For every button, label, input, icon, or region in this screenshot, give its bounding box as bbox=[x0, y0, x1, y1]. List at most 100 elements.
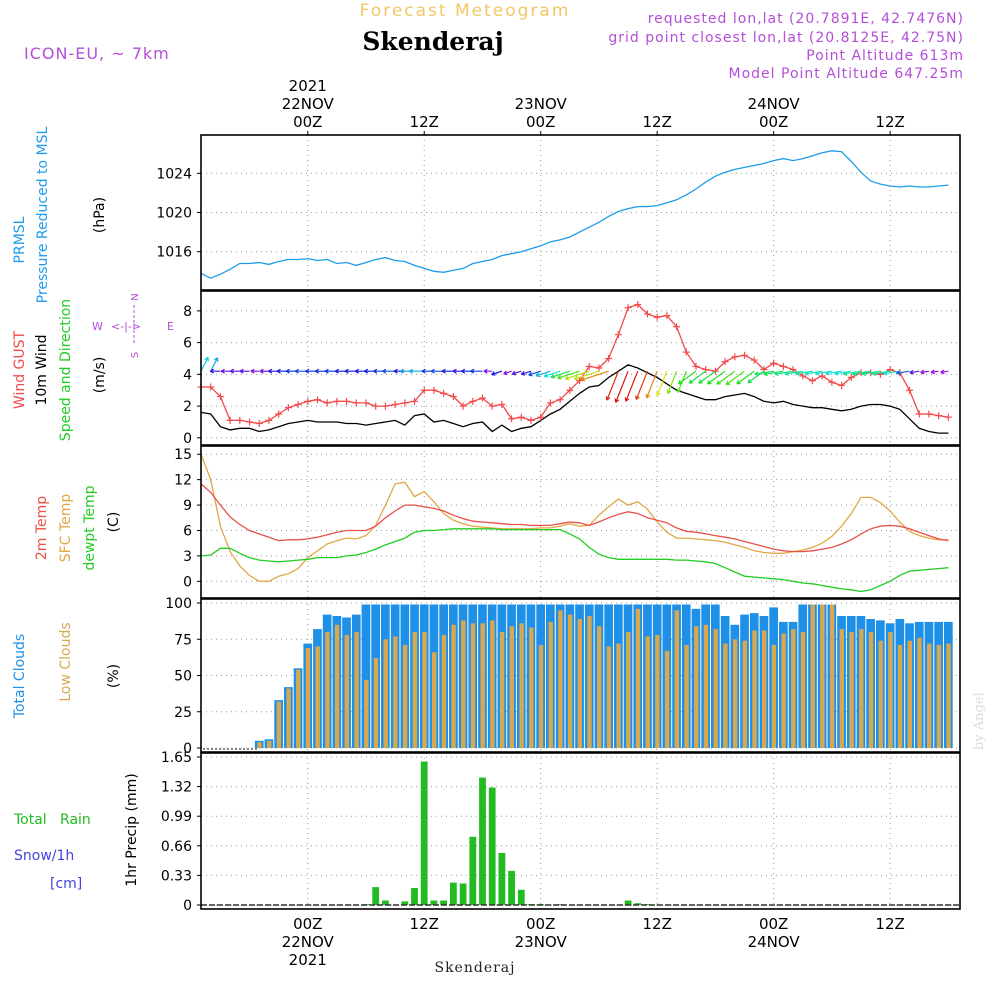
wind-direction-arrow bbox=[535, 370, 551, 378]
rain-bar bbox=[382, 900, 389, 905]
footer-location: Skenderaj bbox=[434, 960, 515, 976]
precip-unit: 1hr Precip (mm) bbox=[124, 773, 140, 886]
low-clouds-bar bbox=[267, 740, 272, 749]
low-clouds-bar bbox=[897, 645, 903, 748]
y-tick-label: 0.99 bbox=[161, 809, 192, 825]
gust-marker bbox=[643, 310, 651, 318]
gust-marker bbox=[343, 397, 351, 405]
top-time-label: 24NOV bbox=[748, 95, 801, 113]
gust-marker bbox=[498, 401, 506, 408]
gust-marker bbox=[265, 416, 273, 424]
gust-marker bbox=[663, 312, 671, 320]
y-tick-label: 0 bbox=[183, 741, 192, 757]
low-clouds-bar bbox=[888, 632, 893, 748]
rain-bar bbox=[450, 882, 457, 905]
gust-marker bbox=[391, 401, 399, 408]
low-clouds-label: Low Clouds bbox=[58, 622, 74, 701]
wind-direction-arrow bbox=[209, 368, 221, 374]
compass-n: N bbox=[130, 293, 141, 300]
wind-direction-arrow bbox=[239, 368, 250, 374]
gust-marker bbox=[488, 402, 496, 410]
gust-marker bbox=[750, 356, 758, 364]
gust-marker bbox=[517, 413, 525, 421]
gust-marker bbox=[915, 410, 923, 418]
wind-direction-arrow bbox=[666, 370, 678, 394]
gust-marker bbox=[478, 394, 486, 402]
t2m-label: 2m Temp bbox=[34, 496, 50, 560]
forecast-title: Forecast Meteogram bbox=[360, 1, 571, 21]
low-clouds-bar bbox=[859, 629, 864, 748]
low-clouds-bar bbox=[616, 643, 621, 748]
low-clouds-bar bbox=[907, 640, 912, 748]
low-clouds-bar bbox=[645, 636, 650, 748]
low-clouds-bar bbox=[781, 633, 786, 748]
low-clouds-bar bbox=[538, 645, 544, 748]
watermark: by Angel bbox=[972, 692, 987, 750]
wind-direction-arrow bbox=[716, 370, 736, 385]
top-time-label: 00Z bbox=[526, 113, 555, 131]
sfc-label: SFC Temp bbox=[58, 494, 74, 563]
top-time-label: 2021 bbox=[289, 77, 327, 95]
low-clouds-bar bbox=[558, 610, 563, 749]
wind-direction-arrow bbox=[528, 370, 541, 377]
wind-direction-arrow bbox=[896, 370, 910, 376]
wind-direction-arrow bbox=[909, 369, 920, 375]
grid-point-coords: grid point closest lon,lat (20.8125E, 42… bbox=[608, 30, 964, 46]
low-clouds-bar bbox=[383, 639, 388, 749]
gust-marker bbox=[624, 304, 632, 312]
y-tick-label: 75 bbox=[174, 632, 192, 648]
low-clouds-bar bbox=[674, 610, 679, 749]
wind-direction-arrow bbox=[851, 370, 871, 376]
panel-frame bbox=[200, 134, 961, 291]
rain-label: Total Rain bbox=[13, 812, 91, 828]
top-time-label: 23NOV bbox=[515, 95, 568, 113]
low-clouds-bar bbox=[742, 640, 747, 748]
model-label: ICON-EU, ~ 7km bbox=[24, 44, 170, 63]
low-clouds-bar bbox=[422, 632, 427, 748]
gust-marker bbox=[352, 399, 360, 407]
wind-direction-arrow bbox=[725, 370, 745, 386]
gust-marker bbox=[401, 399, 409, 407]
wind-direction-arrow bbox=[605, 370, 619, 401]
rain-bar bbox=[624, 900, 632, 905]
bottom-time-label: 22NOV bbox=[282, 933, 335, 951]
gust-marker bbox=[236, 416, 244, 424]
gust-marker bbox=[935, 412, 943, 420]
gust-marker bbox=[430, 386, 438, 394]
snow-label: Snow/1h bbox=[14, 848, 74, 864]
clouds-unit: (%) bbox=[106, 664, 122, 688]
y-tick-label: 1020 bbox=[156, 206, 192, 222]
gust-marker bbox=[459, 402, 467, 410]
gust-marker bbox=[605, 354, 613, 362]
bottom-time-label: 12Z bbox=[642, 915, 671, 933]
gust-marker bbox=[246, 418, 254, 426]
gust-marker bbox=[420, 386, 428, 394]
rain-bar bbox=[411, 888, 418, 905]
bottom-time-label: 00Z bbox=[293, 915, 322, 933]
wind-direction-arrow bbox=[511, 370, 522, 376]
wind-direction-arrow bbox=[268, 368, 279, 374]
wind-direction-arrow bbox=[354, 368, 367, 374]
gust-marker bbox=[411, 397, 419, 405]
compass-w: W bbox=[92, 320, 103, 333]
y-tick-label: 1.32 bbox=[161, 780, 192, 796]
low-clouds-bar bbox=[936, 645, 942, 748]
low-clouds-bar bbox=[276, 701, 282, 748]
gust-marker bbox=[944, 413, 952, 421]
gust-marker bbox=[731, 353, 739, 361]
gust-marker bbox=[838, 381, 846, 389]
y-tick-label: 9 bbox=[183, 498, 192, 514]
low-clouds-bar bbox=[946, 643, 951, 748]
y-tick-label: 1016 bbox=[156, 245, 192, 261]
gust-marker bbox=[294, 401, 302, 408]
precip-labels: Total Rain Snow/1h [cm] 1hr Precip (mm) bbox=[13, 773, 140, 892]
wind-direction-arrow bbox=[842, 370, 862, 376]
dew-label: dewpt Temp bbox=[82, 485, 98, 570]
gust-marker bbox=[508, 415, 516, 423]
gust-marker bbox=[566, 386, 574, 394]
y-tick-label: 0 bbox=[183, 898, 192, 914]
wind-direction-arrow bbox=[557, 370, 580, 380]
gust-marker bbox=[789, 366, 797, 374]
wind-direction-arrow bbox=[580, 370, 609, 382]
